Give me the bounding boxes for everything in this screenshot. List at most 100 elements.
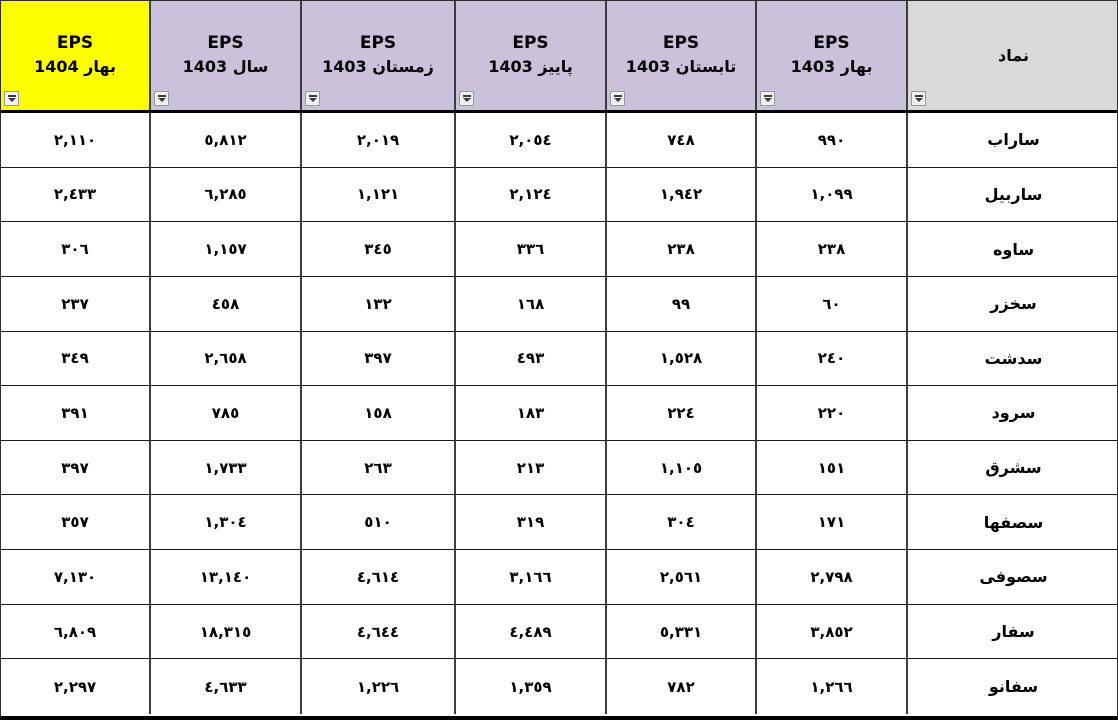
column-header-eps-autumn-1403[interactable]: EPS پاییز 1403 <box>456 1 607 110</box>
eps-value-cell[interactable]: ١,١٢١ <box>302 167 456 223</box>
eps-value-cell[interactable]: ٣٩٧ <box>1 440 151 496</box>
eps-value-cell[interactable]: ٣٤٥ <box>302 222 456 277</box>
eps-value-cell[interactable]: ٤,٦١٤ <box>302 550 456 605</box>
eps-value-cell[interactable]: ٣٤٩ <box>1 331 151 387</box>
header-title: EPS <box>813 32 850 53</box>
eps-value-cell[interactable]: ١,٢٢٦ <box>302 659 456 714</box>
eps-value-cell[interactable]: ٥١٠ <box>302 495 456 551</box>
column-header-eps-year-1403[interactable]: EPS سال 1403 <box>151 1 302 110</box>
symbol-cell[interactable]: سصفها <box>908 495 1117 551</box>
header-period-label: بهار 1404 <box>34 57 116 77</box>
eps-value-cell[interactable]: ٤,٦٤٤ <box>302 604 456 660</box>
eps-value-cell[interactable]: ١٣,١٤٠ <box>151 550 302 605</box>
filter-dropdown-button-eps-winter-1403[interactable] <box>305 91 320 106</box>
eps-value-cell[interactable]: ٢٣٧ <box>1 276 151 332</box>
eps-value-cell[interactable]: ٧٨٥ <box>151 386 302 441</box>
eps-value-cell[interactable]: ٣٠٤ <box>607 495 757 551</box>
table-row: ٢,٤٣٣ ٦,٢٨٥ ١,١٢١ ٢,١٢٤ ١,٩٤٢ ١,٠٩٩ ساربیل <box>1 167 1117 223</box>
eps-value-cell[interactable]: ٩٩٠ <box>757 113 908 168</box>
eps-value-cell[interactable]: ١٥١ <box>757 440 908 496</box>
eps-value-cell[interactable]: ٢٤٠ <box>757 331 908 387</box>
eps-value-cell[interactable]: ١,١٠٥ <box>607 440 757 496</box>
eps-value-cell[interactable]: ٢,٢٩٧ <box>1 659 151 714</box>
filter-dropdown-icon <box>157 95 166 102</box>
symbol-cell[interactable]: سرود <box>908 386 1117 441</box>
symbol-cell[interactable]: سصوفی <box>908 550 1117 605</box>
eps-value-cell[interactable]: ٣,٨٥٢ <box>757 604 908 660</box>
eps-value-cell[interactable]: ٢,٥٦١ <box>607 550 757 605</box>
eps-value-cell[interactable]: ٢٦٣ <box>302 440 456 496</box>
eps-value-cell[interactable]: ٣١٩ <box>456 495 607 551</box>
eps-value-cell[interactable]: ١,٠٩٩ <box>757 167 908 223</box>
filter-dropdown-button-eps-year-1403[interactable] <box>154 91 169 106</box>
eps-value-cell[interactable]: ٣٩٧ <box>302 331 456 387</box>
header-title: نماد <box>998 45 1029 65</box>
column-header-eps-summer-1403[interactable]: EPS تابستان 1403 <box>607 1 757 110</box>
eps-value-cell[interactable]: ٥,٨١٢ <box>151 113 302 168</box>
eps-value-cell[interactable]: ١٧١ <box>757 495 908 551</box>
eps-value-cell[interactable]: ١,١٥٧ <box>151 222 302 277</box>
eps-value-cell[interactable]: ٤,٤٨٩ <box>456 604 607 660</box>
eps-value-cell[interactable]: ١٥٨ <box>302 386 456 441</box>
eps-value-cell[interactable]: ٦,٢٨٥ <box>151 167 302 223</box>
eps-value-cell[interactable]: ٦٠ <box>757 276 908 332</box>
eps-value-cell[interactable]: ٢٣٨ <box>757 222 908 277</box>
table-row: ٧,١٣٠ ١٣,١٤٠ ٤,٦١٤ ٣,١٦٦ ٢,٥٦١ ٢,٧٩٨ سصوفی <box>1 550 1117 605</box>
symbol-cell[interactable]: سفانو <box>908 659 1117 714</box>
eps-value-cell[interactable]: ٧,١٣٠ <box>1 550 151 605</box>
filter-dropdown-icon <box>7 95 16 102</box>
symbol-cell[interactable]: سفار <box>908 604 1117 660</box>
eps-value-cell[interactable]: ٢٢٤ <box>607 386 757 441</box>
eps-value-cell[interactable]: ١٦٨ <box>456 276 607 332</box>
column-header-eps-spring-1403[interactable]: EPS بهار 1403 <box>757 1 908 110</box>
symbol-cell[interactable]: ساربیل <box>908 167 1117 223</box>
eps-value-cell[interactable]: ٦,٨٠٩ <box>1 604 151 660</box>
symbol-cell[interactable]: سخزر <box>908 276 1117 332</box>
eps-value-cell[interactable]: ٣٣٦ <box>456 222 607 277</box>
filter-dropdown-button-eps-spring-1404[interactable] <box>4 91 19 106</box>
eps-value-cell[interactable]: ٢,١٢٤ <box>456 167 607 223</box>
eps-value-cell[interactable]: ١,٥٢٨ <box>607 331 757 387</box>
eps-value-cell[interactable]: ٢,٠١٩ <box>302 113 456 168</box>
eps-value-cell[interactable]: ٧٨٢ <box>607 659 757 714</box>
eps-value-cell[interactable]: ٣٥٧ <box>1 495 151 551</box>
table-body: ٢,١١٠ ٥,٨١٢ ٢,٠١٩ ٢,٠٥٤ ٧٤٨ ٩٩٠ ساراب ٢,٤٣٣ ٦,٢٨… <box>1 113 1117 714</box>
eps-value-cell[interactable]: ١,٣٠٤ <box>151 495 302 551</box>
eps-value-cell[interactable]: ٢,٤٣٣ <box>1 167 151 223</box>
filter-dropdown-button-eps-summer-1403[interactable] <box>610 91 625 106</box>
eps-value-cell[interactable]: ١,٣٥٩ <box>456 659 607 714</box>
column-header-symbol[interactable]: نماد <box>908 1 1117 110</box>
symbol-cell[interactable]: سدشت <box>908 331 1117 387</box>
eps-value-cell[interactable]: ٢١٣ <box>456 440 607 496</box>
symbol-cell[interactable]: ساوه <box>908 222 1117 277</box>
filter-dropdown-button-eps-spring-1403[interactable] <box>760 91 775 106</box>
eps-value-cell[interactable]: ٢,٧٩٨ <box>757 550 908 605</box>
eps-value-cell[interactable]: ٧٤٨ <box>607 113 757 168</box>
column-header-eps-winter-1403[interactable]: EPS زمستان 1403 <box>302 1 456 110</box>
eps-value-cell[interactable]: ٤٥٨ <box>151 276 302 332</box>
eps-value-cell[interactable]: ٢,٦٥٨ <box>151 331 302 387</box>
eps-value-cell[interactable]: ١٣٢ <box>302 276 456 332</box>
eps-value-cell[interactable]: ١٨,٣١٥ <box>151 604 302 660</box>
eps-value-cell[interactable]: ٢٣٨ <box>607 222 757 277</box>
eps-value-cell[interactable]: ٩٩ <box>607 276 757 332</box>
symbol-cell[interactable]: سشرق <box>908 440 1117 496</box>
eps-value-cell[interactable]: ١,٩٤٢ <box>607 167 757 223</box>
eps-value-cell[interactable]: ٥,٣٣١ <box>607 604 757 660</box>
eps-value-cell[interactable]: ٣,١٦٦ <box>456 550 607 605</box>
table-row: ٣٤٩ ٢,٦٥٨ ٣٩٧ ٤٩٣ ١,٥٢٨ ٢٤٠ سدشت <box>1 331 1117 387</box>
symbol-cell[interactable]: ساراب <box>908 113 1117 168</box>
eps-value-cell[interactable]: ٢٢٠ <box>757 386 908 441</box>
eps-value-cell[interactable]: ١٨٣ <box>456 386 607 441</box>
eps-value-cell[interactable]: ٤,٦٣٣ <box>151 659 302 714</box>
eps-value-cell[interactable]: ٣٩١ <box>1 386 151 441</box>
eps-value-cell[interactable]: ٣٠٦ <box>1 222 151 277</box>
eps-value-cell[interactable]: ١,٢٦٦ <box>757 659 908 714</box>
column-header-eps-spring-1404[interactable]: EPS بهار 1404 <box>1 1 151 110</box>
eps-value-cell[interactable]: ٢,١١٠ <box>1 113 151 168</box>
eps-value-cell[interactable]: ١,٧٣٣ <box>151 440 302 496</box>
eps-value-cell[interactable]: ٤٩٣ <box>456 331 607 387</box>
eps-value-cell[interactable]: ٢,٠٥٤ <box>456 113 607 168</box>
filter-dropdown-button-symbol[interactable] <box>911 91 926 106</box>
filter-dropdown-button-eps-autumn-1403[interactable] <box>459 91 474 106</box>
